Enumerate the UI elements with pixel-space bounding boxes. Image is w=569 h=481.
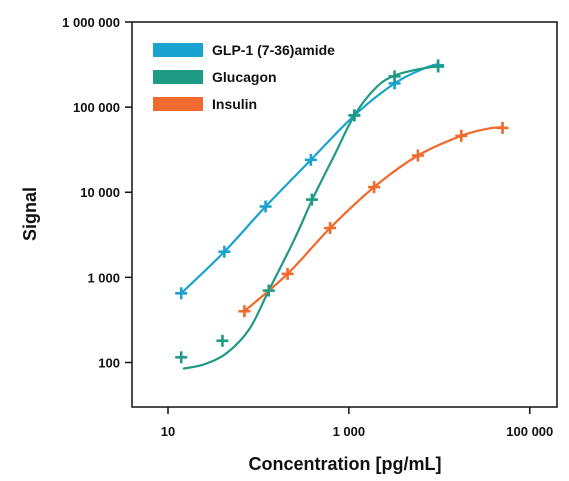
data-point-glucagon bbox=[388, 70, 401, 83]
series-line-insulin bbox=[243, 126, 504, 313]
x-axis-title: Concentration [pg/mL] bbox=[249, 454, 442, 474]
data-point-insulin bbox=[281, 267, 294, 280]
data-point-glucagon bbox=[262, 284, 275, 297]
y-tick-label: 1 000 000 bbox=[62, 15, 120, 30]
legend-label-glp1: GLP-1 (7-36)amide bbox=[212, 42, 335, 58]
x-axis: 10 1 000 100 000 bbox=[161, 407, 553, 439]
data-point-glucagon bbox=[216, 334, 229, 347]
series-markers bbox=[175, 59, 509, 364]
data-point-insulin bbox=[455, 129, 468, 142]
data-point-glucagon bbox=[432, 60, 445, 73]
data-point-glucagon bbox=[348, 109, 361, 122]
data-point-glucagon bbox=[175, 351, 188, 364]
data-point-insulin bbox=[324, 222, 337, 235]
y-tick-label: 1 000 bbox=[87, 270, 120, 285]
plot-frame bbox=[131, 21, 558, 408]
series-line-glp1 bbox=[180, 62, 440, 295]
x-tick-label: 10 bbox=[161, 424, 175, 439]
legend-swatch-insulin bbox=[153, 97, 203, 111]
legend-label-glucagon: Glucagon bbox=[212, 69, 277, 85]
legend-swatch-glp1 bbox=[153, 43, 203, 57]
data-point-glp1 bbox=[175, 287, 188, 300]
legend-swatch-glucagon bbox=[153, 70, 203, 84]
data-point-glp1 bbox=[304, 153, 317, 166]
data-point-insulin bbox=[238, 305, 251, 318]
data-point-insulin bbox=[411, 149, 424, 162]
y-axis: 100 1 000 10 000 100 000 1 000 000 bbox=[62, 15, 132, 370]
data-point-glucagon bbox=[305, 193, 318, 206]
y-tick-label: 100 bbox=[98, 355, 120, 370]
data-point-insulin bbox=[368, 181, 381, 194]
data-point-insulin bbox=[496, 121, 509, 134]
y-tick-label: 100 000 bbox=[73, 100, 120, 115]
legend: GLP-1 (7-36)amide Glucagon Insulin bbox=[153, 42, 335, 112]
y-tick-label: 10 000 bbox=[80, 185, 120, 200]
x-tick-label: 1 000 bbox=[333, 424, 366, 439]
x-tick-label: 100 000 bbox=[506, 424, 553, 439]
data-point-glp1 bbox=[218, 245, 231, 258]
y-axis-title: Signal bbox=[20, 187, 40, 241]
legend-label-insulin: Insulin bbox=[212, 96, 257, 112]
data-point-glp1 bbox=[259, 200, 272, 213]
